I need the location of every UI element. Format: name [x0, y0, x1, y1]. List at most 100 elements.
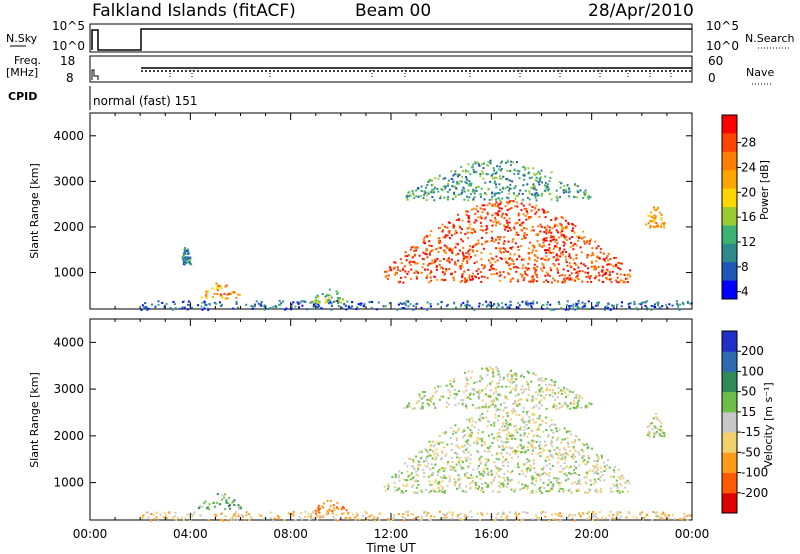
echo-cell: [515, 374, 518, 377]
echo-cell: [622, 280, 625, 283]
echo-cell: [435, 490, 437, 493]
echo-cell: [550, 454, 553, 457]
echo-cell: [441, 450, 444, 453]
echo-cell: [468, 421, 471, 423]
echo-cell: [145, 511, 148, 514]
echo-cell: [510, 447, 513, 450]
echo-cell: [479, 477, 482, 480]
echo-cell: [510, 374, 513, 377]
echo-cell: [199, 514, 202, 517]
echo-cell: [534, 212, 537, 215]
echo-cell: [592, 482, 595, 485]
echo-cell: [506, 196, 508, 199]
echo-cell: [442, 279, 445, 282]
echo-cell: [429, 262, 432, 265]
echo-cell: [563, 274, 566, 277]
echo-cell: [523, 236, 526, 239]
echo-cell: [583, 242, 586, 245]
echo-cell: [556, 513, 559, 516]
echo-cell: [515, 201, 518, 204]
echo-cell: [509, 418, 512, 421]
echo-cell: [550, 455, 553, 458]
echo-cell: [535, 199, 538, 202]
echo-cell: [541, 269, 544, 272]
echo-cell: [509, 300, 512, 303]
echo-cell: [646, 300, 649, 303]
echo-cell: [469, 453, 472, 456]
echo-cell: [566, 304, 569, 307]
echo-cell: [545, 230, 548, 233]
echo-cell: [462, 450, 465, 453]
echo-cell: [417, 459, 420, 462]
echo-cell: [550, 443, 553, 446]
echo-cell: [633, 303, 636, 306]
echo-cell: [594, 275, 597, 278]
echo-cell: [171, 308, 174, 311]
echo-cell: [550, 171, 553, 174]
echo-cell: [189, 519, 192, 522]
echo-cell: [427, 398, 430, 401]
echo-cell: [250, 305, 253, 308]
echo-cell: [522, 390, 525, 393]
echo-cell: [535, 440, 538, 443]
echo-cell: [457, 193, 460, 196]
echo-cell: [508, 373, 511, 376]
echo-cell: [517, 462, 519, 465]
echo-cell: [549, 267, 552, 269]
echo-cell: [562, 241, 565, 244]
echo-cell: [141, 517, 144, 520]
echo-cell: [528, 171, 530, 174]
echo-cell: [466, 261, 469, 264]
echo-cell: [476, 442, 479, 445]
echo-cell: [474, 219, 477, 221]
echo-cell: [581, 513, 584, 516]
echo-cell: [434, 456, 437, 459]
echo-cell: [467, 189, 470, 192]
echo-cell: [248, 513, 251, 516]
echo-cell: [677, 307, 679, 310]
echo-cell: [233, 291, 236, 294]
echo-cell: [475, 208, 478, 211]
echo-cell: [189, 256, 192, 259]
echo-cell: [478, 485, 480, 488]
echo-cell: [479, 193, 482, 196]
echo-cell: [480, 195, 482, 198]
echo-cell: [414, 253, 417, 256]
echo-cell: [186, 308, 189, 311]
echo-cell: [547, 273, 550, 276]
echo-cell: [283, 519, 286, 522]
echo-cell: [592, 515, 595, 518]
echo-cell: [522, 221, 525, 224]
echo-cell: [418, 519, 421, 522]
echo-cell: [498, 444, 500, 447]
echo-cell: [516, 403, 519, 406]
echo-cell: [513, 187, 516, 190]
echo-cell: [481, 389, 484, 392]
colorbar-frame: [721, 114, 738, 300]
echo-cell: [556, 199, 559, 202]
echo-cell: [506, 424, 509, 426]
echo-cell: [515, 231, 518, 234]
echo-cell: [550, 198, 553, 201]
echo-cell: [612, 513, 615, 516]
echo-cell: [227, 505, 230, 507]
echo-cell: [476, 450, 479, 453]
echo-cell: [459, 482, 462, 485]
echo-cell: [437, 454, 439, 457]
echo-cell: [453, 397, 456, 400]
echo-cell: [639, 512, 642, 515]
echo-cell: [620, 484, 623, 487]
echo-cell: [599, 476, 602, 478]
echo-cell: [409, 194, 412, 197]
echo-cell: [589, 196, 592, 199]
echo-cell: [543, 231, 546, 233]
echo-cell: [532, 302, 535, 305]
echo-cell: [581, 306, 584, 309]
echo-cell: [430, 230, 433, 233]
echo-cell: [429, 454, 432, 457]
echo-cell: [225, 499, 228, 502]
y-tick-label: 3000: [53, 174, 84, 188]
echo-cell: [321, 505, 324, 508]
echo-cell: [506, 398, 509, 401]
